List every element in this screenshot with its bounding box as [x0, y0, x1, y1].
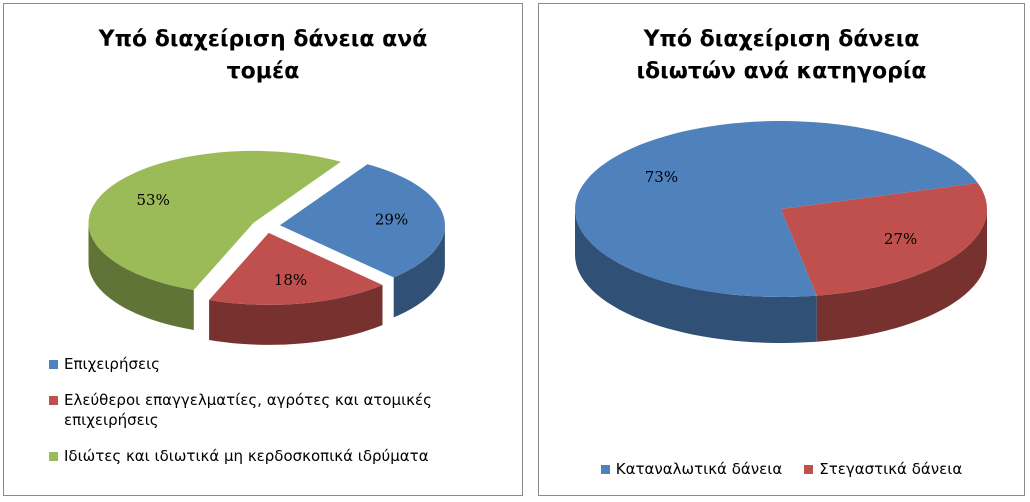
chart-title: Υπό διαχείριση δάνεια ιδιωτών ανά κατηγο… — [636, 27, 927, 84]
legend-item: Επιχειρήσεις — [49, 354, 499, 374]
chart-panel: Υπό διαχείριση δάνεια ιδιωτών ανά κατηγο… — [538, 3, 1025, 496]
legend-item: Ελεύθεροι επαγγελματίες, αγρότες και ατο… — [49, 390, 499, 430]
slice-side — [816, 209, 987, 342]
legend-swatch — [600, 465, 610, 474]
pie-slice — [575, 121, 978, 297]
data-label: 73% — [645, 168, 678, 186]
legend-label: Στεγαστικά δάνεια — [819, 460, 963, 478]
legend-label: Ελεύθεροι επαγγελματίες, αγρότες και ατο… — [64, 391, 432, 429]
legend: Καταναλωτικά δάνεια Στεγαστικά δάνεια — [539, 459, 1024, 479]
pie-slice — [781, 183, 987, 296]
legend-label: Ιδιώτες και ιδιωτικά μη κερδοσκοπικά ιδρ… — [64, 447, 429, 465]
pie-slice — [88, 150, 341, 290]
slice-side — [393, 225, 445, 318]
slice-side — [88, 222, 194, 330]
data-label: 27% — [884, 230, 917, 248]
data-label: 29% — [375, 210, 408, 228]
pie-area: 29% 18% 53% — [88, 150, 445, 345]
legend-label: Καταναλωτικά δάνεια — [615, 460, 783, 478]
data-label: 53% — [136, 191, 169, 209]
pie-slice — [279, 164, 445, 278]
legend-swatch — [49, 396, 58, 405]
legend-swatch — [804, 465, 814, 474]
chart-panel: Υπό διαχείριση δάνεια ανά τομέα 29% 18% 53… — [3, 3, 523, 496]
legend-item: Στεγαστικά δάνεια — [804, 459, 962, 479]
legend-swatch — [49, 360, 58, 369]
data-label: 18% — [274, 271, 307, 289]
pie-area: 73% 27% — [575, 121, 987, 343]
legend-item: Ιδιώτες και ιδιωτικά μη κερδοσκοπικά ιδρ… — [49, 446, 499, 466]
legend-item: Καταναλωτικά δάνεια — [600, 459, 783, 479]
legend: Επιχειρήσεις Ελεύθεροι επαγγελματίες, αγρ… — [49, 354, 499, 466]
chart-title: Υπό διαχείριση δάνεια ανά τομέα — [98, 27, 428, 84]
legend-label: Επιχειρήσεις — [64, 355, 160, 373]
slice-side — [575, 209, 817, 343]
pie-slice — [209, 232, 383, 305]
slice-side — [209, 285, 383, 345]
legend-swatch — [49, 452, 58, 461]
